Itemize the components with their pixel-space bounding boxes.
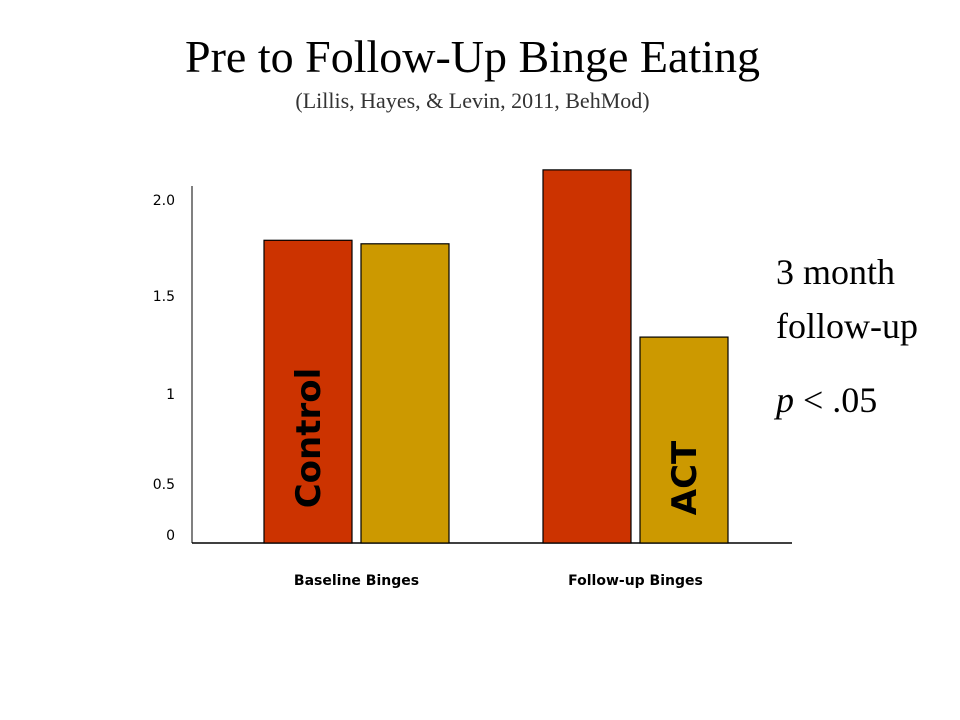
bar-act-0 [360, 243, 450, 544]
y-tick-label: 1.5 [153, 289, 175, 305]
followup-note-line1: 3 month [776, 252, 896, 292]
y-tick-label: 2.0 [153, 193, 175, 209]
followup-note-line2: follow-up [776, 306, 918, 346]
y-tick-label: 1 [166, 387, 175, 403]
bar-label-control: Control [289, 368, 329, 509]
p-value-note: p < .05 [776, 378, 877, 422]
x-category-label: Baseline Binges [294, 573, 419, 589]
bar-control-1 [542, 169, 632, 544]
y-tick-label: 0.5 [153, 477, 175, 493]
bar-label-act: ACT [665, 440, 705, 515]
chart-title: Pre to Follow-Up Binge Eating [185, 31, 760, 82]
p-symbol: p [776, 380, 794, 420]
chart-subtitle: (Lillis, Hayes, & Levin, 2011, BehMod) [295, 88, 650, 113]
bar-act-1 [639, 336, 729, 544]
x-category-label: Follow-up Binges [568, 573, 703, 589]
y-tick-label: 0 [166, 528, 175, 544]
bar-control-0 [263, 239, 353, 544]
p-value-rest: < .05 [794, 380, 878, 420]
